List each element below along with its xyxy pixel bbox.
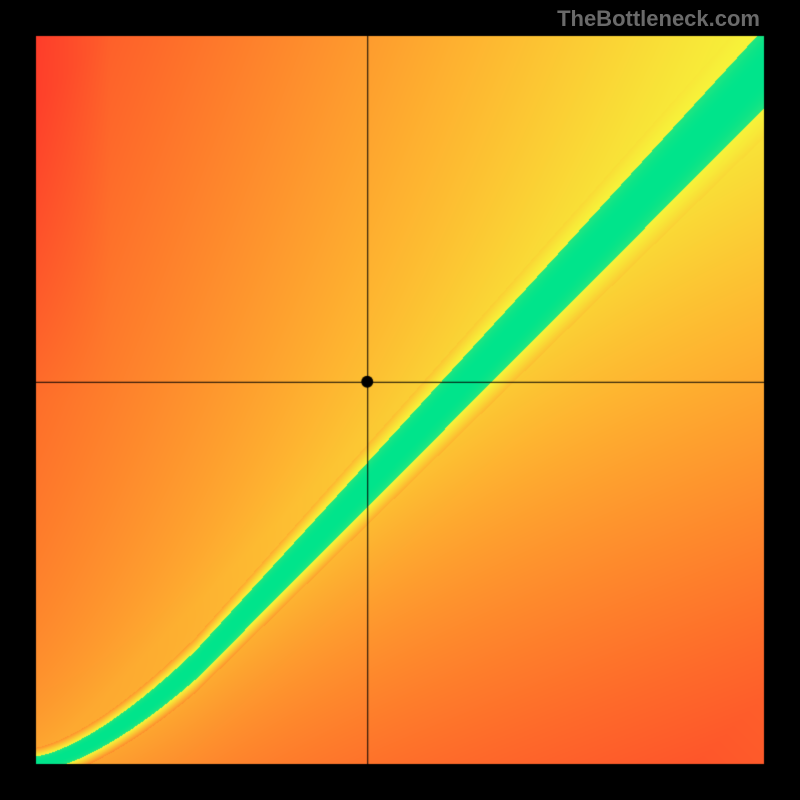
bottleneck-heatmap-canvas xyxy=(0,0,800,800)
watermark-text: TheBottleneck.com xyxy=(557,6,760,32)
chart-container: TheBottleneck.com xyxy=(0,0,800,800)
